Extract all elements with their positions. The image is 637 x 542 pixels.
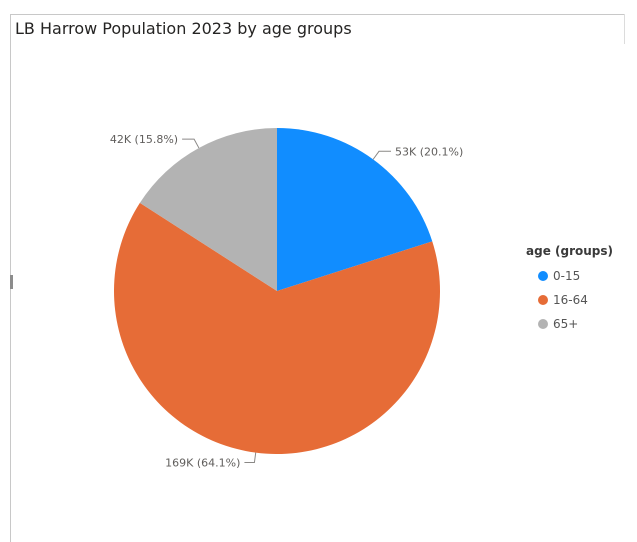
legend-marker-1 xyxy=(538,295,548,305)
leader-line-16-64 xyxy=(244,452,257,464)
legend-item-0[interactable]: 0-15 xyxy=(526,264,626,288)
leader-line-65+ xyxy=(182,138,200,149)
visual-border-top xyxy=(10,14,624,15)
visual-border-right xyxy=(624,14,625,44)
data-label-65+: 42K (15.8%) xyxy=(110,133,178,146)
chart-title: LB Harrow Population 2023 by age groups xyxy=(15,19,352,38)
legend-label-2: 65+ xyxy=(553,317,579,331)
legend-item-1[interactable]: 16-64 xyxy=(526,288,626,312)
pie-slice-65+[interactable] xyxy=(139,128,277,291)
legend-item-2[interactable]: 65+ xyxy=(526,312,626,336)
leader-line-0-15 xyxy=(372,150,392,160)
legend-label-1: 16-64 xyxy=(553,293,588,307)
legend: age (groups) 0-15 16-64 65+ xyxy=(526,244,626,336)
legend-label-0: 0-15 xyxy=(553,269,581,283)
legend-marker-0 xyxy=(538,271,548,281)
resize-handle[interactable] xyxy=(10,275,13,289)
pie-slice-0-15[interactable] xyxy=(277,128,433,291)
legend-title: age (groups) xyxy=(526,244,613,258)
data-label-0-15: 53K (20.1%) xyxy=(395,145,463,158)
legend-marker-2 xyxy=(538,319,548,329)
pie-slice-16-64[interactable] xyxy=(113,202,440,454)
data-label-16-64: 169K (64.1%) xyxy=(165,457,240,470)
